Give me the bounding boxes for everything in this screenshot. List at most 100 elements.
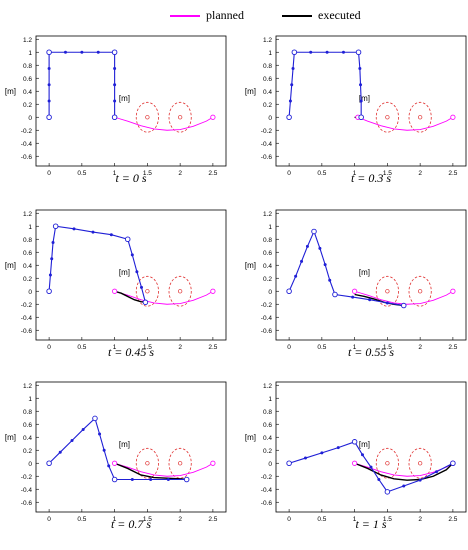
series-line-executed (354, 462, 454, 481)
arm-node (385, 301, 389, 305)
plot-frame (275, 35, 467, 167)
y-tick-label: -0.4 (261, 315, 273, 322)
y-tick-label: 1 (268, 396, 272, 403)
arm-chain-line (288, 51, 362, 118)
chart-panel-3: -0.6 -0.4 -0.2 0 0.2 0.4 0.6 0.8 1 1.2 0 0.5 1 1.5 2 2.… (5, 209, 227, 359)
x-tick-label: 1.5 (383, 516, 392, 523)
y-tick-label: 0 (28, 461, 32, 468)
arm-node (47, 99, 51, 103)
chart-panel-6: -0.6 -0.4 -0.2 0 0.2 0.4 0.6 0.8 1 1.2 0 0.5 1 1.5 2 2.… (245, 381, 467, 531)
arm-node (368, 298, 372, 302)
y-tick-label: 0.8 (23, 237, 32, 244)
y-tick-label: 0.6 (263, 76, 272, 83)
x-tick-label: 1.5 (143, 344, 152, 351)
arm-chain-line (288, 229, 404, 307)
y-axis-label: [m] (5, 433, 16, 442)
arm-node (166, 478, 170, 481)
x-tick-label: 2 (178, 344, 182, 351)
obstacle-center-1 (385, 289, 390, 294)
y-tick-label: 0 (28, 115, 32, 122)
arm-node (96, 50, 100, 54)
obstacle-center-2 (417, 115, 423, 120)
planned-start-point (352, 460, 358, 466)
arm-node (113, 67, 117, 70)
legend-label-executed: executed (318, 8, 361, 22)
x-tick-label: 2.5 (208, 344, 217, 351)
planned-end-point (210, 114, 216, 120)
plot-frame (275, 209, 467, 341)
obstacle-center-1 (145, 289, 150, 294)
legend: planned executed (0, 0, 468, 30)
y-tick-label: 0.6 (23, 422, 32, 429)
y-axis-label: [m] (245, 261, 256, 270)
arm-node (113, 99, 117, 103)
x-tick-label: 2.5 (448, 516, 457, 523)
y-tick-label: 0.8 (23, 63, 32, 70)
arm-node (320, 451, 324, 455)
y-axis-label: [m] (5, 261, 16, 270)
arm-joint (142, 299, 149, 306)
x-tick-label: 1 (353, 170, 357, 177)
chart-panel-2: -0.6 -0.4 -0.2 0 0.2 0.4 0.6 0.8 1 1.2 0 0.5 1 1.5 2 2.… (245, 35, 467, 185)
planned-start-point (112, 288, 118, 294)
arm-joint (92, 415, 98, 422)
arm-joint (351, 439, 358, 445)
x-tick-label: 0.5 (77, 344, 86, 351)
y-tick-label: 1 (28, 224, 32, 231)
y-tick-label: 0 (268, 461, 272, 468)
y-axis-label: [m] (5, 87, 16, 96)
arm-chain-line (48, 225, 146, 303)
y-tick-label: 0.4 (23, 89, 32, 96)
obstacle-center-1 (385, 461, 390, 466)
arm-node (359, 99, 363, 103)
x-tick-label: 1 (113, 170, 117, 177)
arm-joint (358, 114, 364, 120)
obstacle-circle-2 (168, 275, 192, 307)
obstacle-circle-1 (375, 275, 399, 307)
arm-joint (286, 288, 292, 295)
arm-node (139, 285, 143, 289)
x-tick-label: 0 (47, 516, 51, 523)
arm-node (418, 478, 422, 482)
arm-node (336, 446, 340, 450)
y-tick-label: 0 (268, 289, 272, 296)
panel-caption: t = 0.7 s (111, 517, 151, 531)
arm-node (402, 484, 406, 488)
x-tick-label: 0 (47, 344, 51, 351)
arm-node (359, 83, 363, 87)
x-tick-label: 1.5 (143, 516, 152, 523)
arm-joint (286, 460, 292, 467)
arm-joint (111, 49, 118, 56)
x-axis-label: [m] (359, 268, 370, 277)
y-tick-label: -0.2 (261, 302, 273, 309)
arm-joint (46, 114, 52, 120)
y-tick-label: 0.6 (23, 250, 32, 257)
panel-caption: t = 1 s (355, 517, 386, 531)
y-tick-label: 0 (28, 289, 32, 296)
arm-joint (332, 291, 338, 298)
arm-chain-line (48, 51, 116, 118)
arm-joint (183, 476, 190, 483)
y-axis-label: [m] (245, 433, 256, 442)
arm-node (91, 230, 95, 234)
y-tick-label: -0.6 (21, 500, 33, 507)
arm-joint (111, 476, 118, 483)
obstacle-circle-2 (408, 447, 432, 479)
y-tick-label: 0.6 (263, 422, 272, 429)
plot-frame (35, 35, 227, 167)
x-tick-label: 1 (113, 516, 117, 523)
y-tick-label: 1 (268, 224, 272, 231)
arm-node (135, 270, 139, 274)
panel-caption: t = 0.55 s (348, 345, 394, 359)
arm-node (47, 67, 51, 70)
series-line-planned (114, 462, 214, 477)
y-tick-label: 0.6 (263, 250, 272, 257)
x-tick-label: 2 (418, 344, 422, 351)
planned-start-point (352, 288, 358, 294)
x-tick-label: 1.5 (383, 170, 392, 177)
y-tick-label: 0.4 (263, 435, 272, 442)
obstacle-center-2 (417, 289, 423, 294)
x-tick-label: 2 (418, 170, 422, 177)
y-tick-label: 0.2 (263, 276, 272, 283)
y-tick-label: -0.2 (261, 128, 273, 135)
